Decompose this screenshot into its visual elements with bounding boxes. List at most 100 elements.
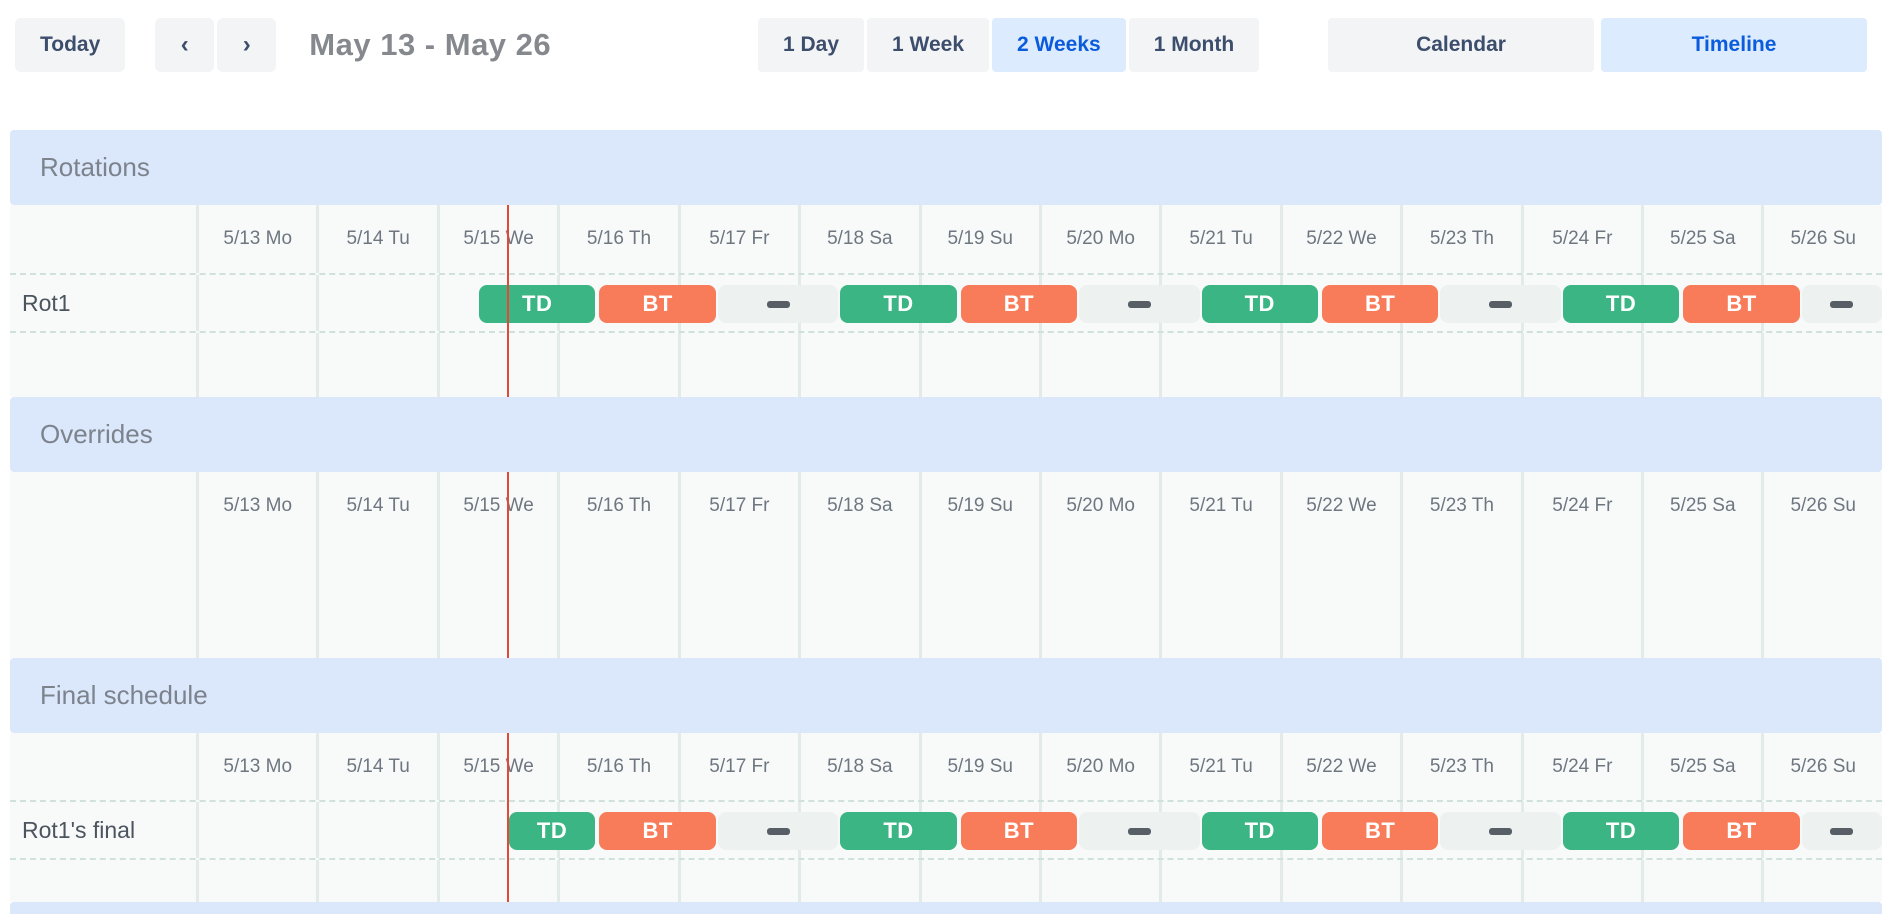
shift-bar-bt[interactable]: BT [960, 285, 1078, 323]
range-button-1-month[interactable]: 1 Month [1128, 18, 1260, 72]
rotation-label: Rot1 [22, 289, 71, 316]
today-button[interactable]: Today [15, 18, 126, 72]
day-column [1641, 540, 1761, 658]
prev-next-group: ‹ › [155, 18, 277, 72]
day-column [436, 540, 557, 658]
current-time-line [506, 472, 509, 658]
row-label-spacer [10, 472, 196, 540]
shift-bar-bt[interactable]: BT [599, 285, 716, 323]
day-column [798, 333, 918, 397]
chevron-right-icon: › [242, 31, 251, 58]
final-schedule-section-header: Final schedule [10, 658, 1882, 733]
day-column-header: 5/26 Su [1761, 472, 1881, 540]
schedule-timeline: Rotations 5/13 Mo 5/14 Tu 5/15 We 5/16 Th 5/… [10, 130, 1882, 914]
shift-bar-bt[interactable]: BT [1321, 285, 1439, 323]
day-column [316, 333, 436, 397]
day-column [557, 540, 677, 658]
day-column [1400, 333, 1520, 397]
final-rotation-label: Rot1's final [22, 816, 136, 843]
day-column-header: 5/21 Tu [1159, 472, 1279, 540]
current-time-line [506, 205, 509, 397]
day-column [1038, 540, 1159, 658]
shift-bar-td[interactable]: TD [1562, 285, 1680, 323]
day-column-header: 5/16 Th [557, 733, 677, 800]
shift-bar-td[interactable]: TD [840, 812, 957, 850]
next-period-button[interactable]: › [217, 18, 277, 72]
view-button-calendar[interactable]: Calendar [1328, 18, 1594, 72]
day-column-header: 5/23 Th [1400, 472, 1520, 540]
day-column [677, 860, 798, 902]
grid-cells [196, 540, 1882, 658]
day-column-header: 5/15 We [436, 205, 557, 273]
shift-bar-bt[interactable]: BT [960, 812, 1078, 850]
day-column [436, 860, 557, 902]
day-column [196, 802, 316, 858]
day-column [557, 860, 677, 902]
day-column [316, 540, 436, 658]
row-label-spacer [10, 205, 196, 273]
day-column-header: 5/18 Sa [798, 472, 918, 540]
date-navigation: Today ‹ › May 13 - May 26 [15, 18, 551, 72]
padding-row [10, 860, 1882, 902]
shift-bar-bt[interactable]: BT [1683, 812, 1800, 850]
row-label-spacer [10, 540, 196, 658]
grid-cells [196, 860, 1882, 902]
day-column [918, 540, 1039, 658]
day-column [1761, 333, 1881, 397]
date-header-row: 5/13 Mo 5/14 Tu 5/15 We 5/16 Th 5/17 Fr 5/18 … [10, 472, 1882, 540]
shift-bar-bt[interactable]: BT [599, 812, 716, 850]
overrides-section-header: Overrides [10, 397, 1882, 472]
day-column-header: 5/26 Su [1761, 205, 1881, 273]
chevron-left-icon: ‹ [180, 31, 189, 58]
range-button-1-week[interactable]: 1 Week [867, 18, 990, 72]
day-column [1520, 540, 1641, 658]
day-column [1641, 860, 1761, 902]
minus-icon [766, 300, 790, 308]
minus-icon [1489, 827, 1513, 835]
day-column-header: 5/14 Tu [316, 472, 436, 540]
day-column [1159, 540, 1279, 658]
day-column-header: 5/24 Fr [1520, 472, 1641, 540]
range-switcher: 1 Day 1 Week 2 Weeks 1 Month [758, 18, 1260, 72]
shift-bar-td[interactable]: TD [508, 812, 596, 850]
day-column [1159, 333, 1279, 397]
minus-icon [1830, 300, 1854, 308]
day-column-header: 5/24 Fr [1520, 205, 1641, 273]
day-column [1761, 540, 1881, 658]
overrides-empty-row [10, 540, 1882, 658]
shift-bar-td[interactable]: TD [478, 285, 596, 323]
date-cells: 5/13 Mo 5/14 Tu 5/15 We 5/16 Th 5/17 Fr 5/18 … [196, 472, 1882, 540]
rotations-section-title: Rotations [40, 152, 150, 182]
day-column-header: 5/13 Mo [196, 733, 316, 800]
shift-bar-td[interactable]: TD [1201, 812, 1318, 850]
day-column [1400, 540, 1520, 658]
shift-bar-bt[interactable]: BT [1683, 285, 1800, 323]
row-label-spacer [10, 860, 196, 902]
toolbar: Today ‹ › May 13 - May 26 1 Day 1 Week 2 W… [0, 0, 1892, 130]
date-header-row: 5/13 Mo 5/14 Tu 5/15 We 5/16 Th 5/17 Fr 5/18 … [10, 733, 1882, 800]
day-column [918, 860, 1039, 902]
range-button-1-day[interactable]: 1 Day [758, 18, 865, 72]
shift-bar-td[interactable]: TD [1562, 812, 1680, 850]
day-column [316, 802, 436, 858]
day-column-header: 5/17 Fr [677, 472, 798, 540]
next-section-band [10, 902, 1882, 914]
day-column-header: 5/24 Fr [1520, 733, 1641, 800]
day-column [1038, 860, 1159, 902]
day-column [677, 333, 798, 397]
view-button-timeline[interactable]: Timeline [1601, 18, 1867, 72]
range-button-2-weeks[interactable]: 2 Weeks [992, 18, 1126, 72]
shift-bar-td[interactable]: TD [840, 285, 957, 323]
gap-marker [1801, 285, 1882, 323]
day-column-header: 5/22 We [1279, 205, 1400, 273]
minus-icon [1489, 300, 1513, 308]
day-column [918, 333, 1039, 397]
final-schedule-section-title: Final schedule [40, 680, 208, 710]
view-switcher: Calendar Timeline [1328, 18, 1867, 72]
day-column-header: 5/19 Su [918, 733, 1039, 800]
previous-period-button[interactable]: ‹ [155, 18, 215, 72]
date-cells: 5/13 Mo 5/14 Tu 5/15 We 5/16 Th 5/17 Fr 5/18 … [196, 205, 1882, 273]
row-label-spacer [10, 733, 196, 800]
shift-bar-bt[interactable]: BT [1321, 812, 1439, 850]
shift-bar-td[interactable]: TD [1201, 285, 1318, 323]
